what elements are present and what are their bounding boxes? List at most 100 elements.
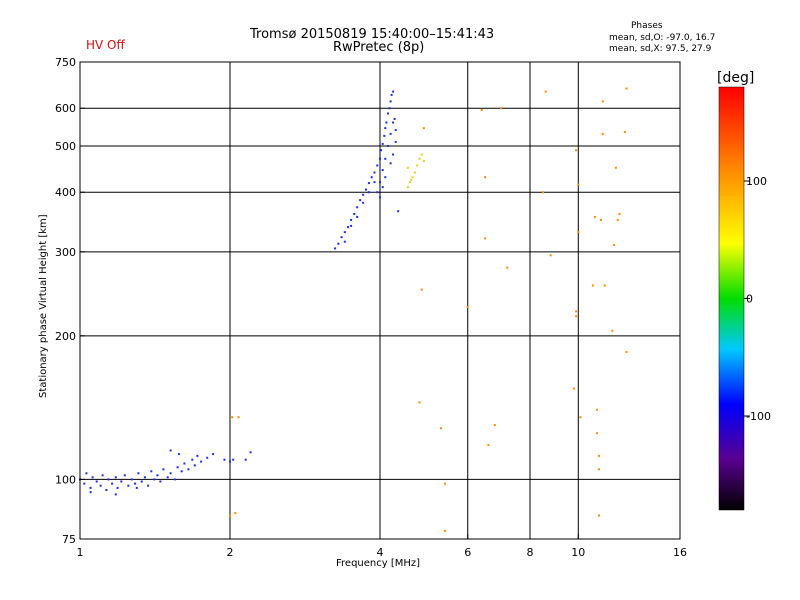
data-point — [597, 454, 600, 457]
data-point — [422, 127, 425, 130]
data-point — [111, 482, 114, 485]
data-point — [340, 236, 343, 239]
data-point — [356, 206, 359, 209]
data-point — [422, 160, 425, 162]
data-point — [493, 424, 496, 427]
colorbar-tick-label: 100 — [746, 175, 767, 188]
phases-x-stats: mean, sd,X: 97.5, 27.9 — [609, 44, 712, 54]
phases-title: Phases — [631, 21, 663, 31]
data-point — [143, 476, 146, 479]
data-point — [365, 188, 367, 191]
data-point — [599, 218, 602, 221]
data-point — [379, 157, 381, 160]
x-tick-label: 8 — [527, 546, 534, 559]
data-point — [480, 109, 483, 111]
data-point — [390, 93, 393, 96]
data-point — [114, 493, 117, 496]
data-point — [387, 145, 389, 147]
y-tick-label: 750 — [55, 56, 76, 69]
x-tick-label: 4 — [377, 546, 384, 559]
data-point — [370, 176, 373, 179]
data-point — [380, 149, 383, 152]
data-point — [135, 486, 138, 489]
data-point — [542, 191, 545, 194]
data-point — [173, 478, 176, 481]
data-point — [420, 288, 423, 291]
data-point — [120, 480, 123, 483]
data-point — [169, 472, 172, 475]
data-point — [466, 305, 469, 308]
y-tick-label: 500 — [55, 140, 76, 153]
data-point — [614, 166, 617, 169]
data-point — [439, 427, 442, 430]
data-point — [625, 87, 628, 90]
grid — [80, 62, 680, 539]
x-tick-label: 10 — [571, 546, 585, 559]
data-point — [343, 240, 346, 243]
data-point — [484, 176, 487, 179]
data-point — [597, 468, 600, 471]
data-point — [384, 176, 387, 179]
data-point — [384, 127, 387, 130]
data-point — [95, 480, 98, 483]
data-point — [387, 112, 389, 115]
x-tick-label: 6 — [464, 546, 471, 559]
data-point — [601, 132, 604, 135]
data-point — [362, 193, 365, 196]
data-point — [83, 482, 86, 485]
data-point — [409, 181, 412, 184]
x-tick-label: 16 — [673, 546, 687, 559]
data-point — [383, 134, 386, 137]
data-point — [484, 237, 487, 240]
data-point — [601, 100, 604, 103]
data-point — [147, 484, 150, 487]
data-point — [579, 416, 582, 419]
data-point — [166, 476, 169, 479]
data-point — [413, 171, 416, 174]
data-point — [89, 486, 92, 489]
data-point — [156, 474, 159, 477]
data-point — [616, 218, 619, 221]
data-point — [593, 215, 596, 218]
data-point — [575, 310, 578, 313]
x-tick-label: 2 — [227, 546, 234, 559]
data-point — [130, 478, 133, 481]
data-point — [183, 462, 186, 465]
data-point — [411, 176, 414, 179]
data-point — [487, 444, 490, 447]
data-point — [191, 458, 194, 461]
data-point — [506, 266, 509, 269]
data-point — [385, 121, 388, 124]
data-point — [379, 196, 381, 199]
data-point — [180, 470, 183, 473]
data-point — [392, 153, 395, 156]
data-point — [613, 244, 616, 246]
data-point — [384, 157, 387, 160]
data-point — [334, 247, 337, 250]
y-tick-label: 400 — [55, 186, 76, 199]
y-tick-label: 200 — [55, 330, 76, 343]
data-point — [389, 162, 392, 165]
data-point — [367, 182, 370, 185]
data-point — [162, 468, 165, 471]
data-point — [244, 458, 247, 461]
data-point — [443, 482, 446, 485]
data-point — [347, 226, 349, 229]
x-axis-label: Frequency [MHz] — [336, 558, 421, 569]
data-point — [373, 181, 376, 184]
data-point — [397, 210, 400, 213]
data-point — [623, 131, 626, 133]
data-point — [595, 432, 598, 435]
phases-o-stats: mean, sd,O: -97.0, 16.7 — [609, 33, 716, 43]
data-point — [388, 107, 391, 110]
data-point — [249, 451, 252, 454]
data-point — [237, 416, 240, 419]
y-tick-label: 75 — [62, 533, 76, 546]
data-point — [420, 153, 423, 156]
data-point — [367, 191, 370, 194]
data-point — [406, 186, 409, 189]
data-point — [418, 401, 421, 404]
chart-title: Tromsø 20150819 15:40:00–15:41:43 — [250, 27, 495, 42]
data-point — [575, 149, 578, 152]
